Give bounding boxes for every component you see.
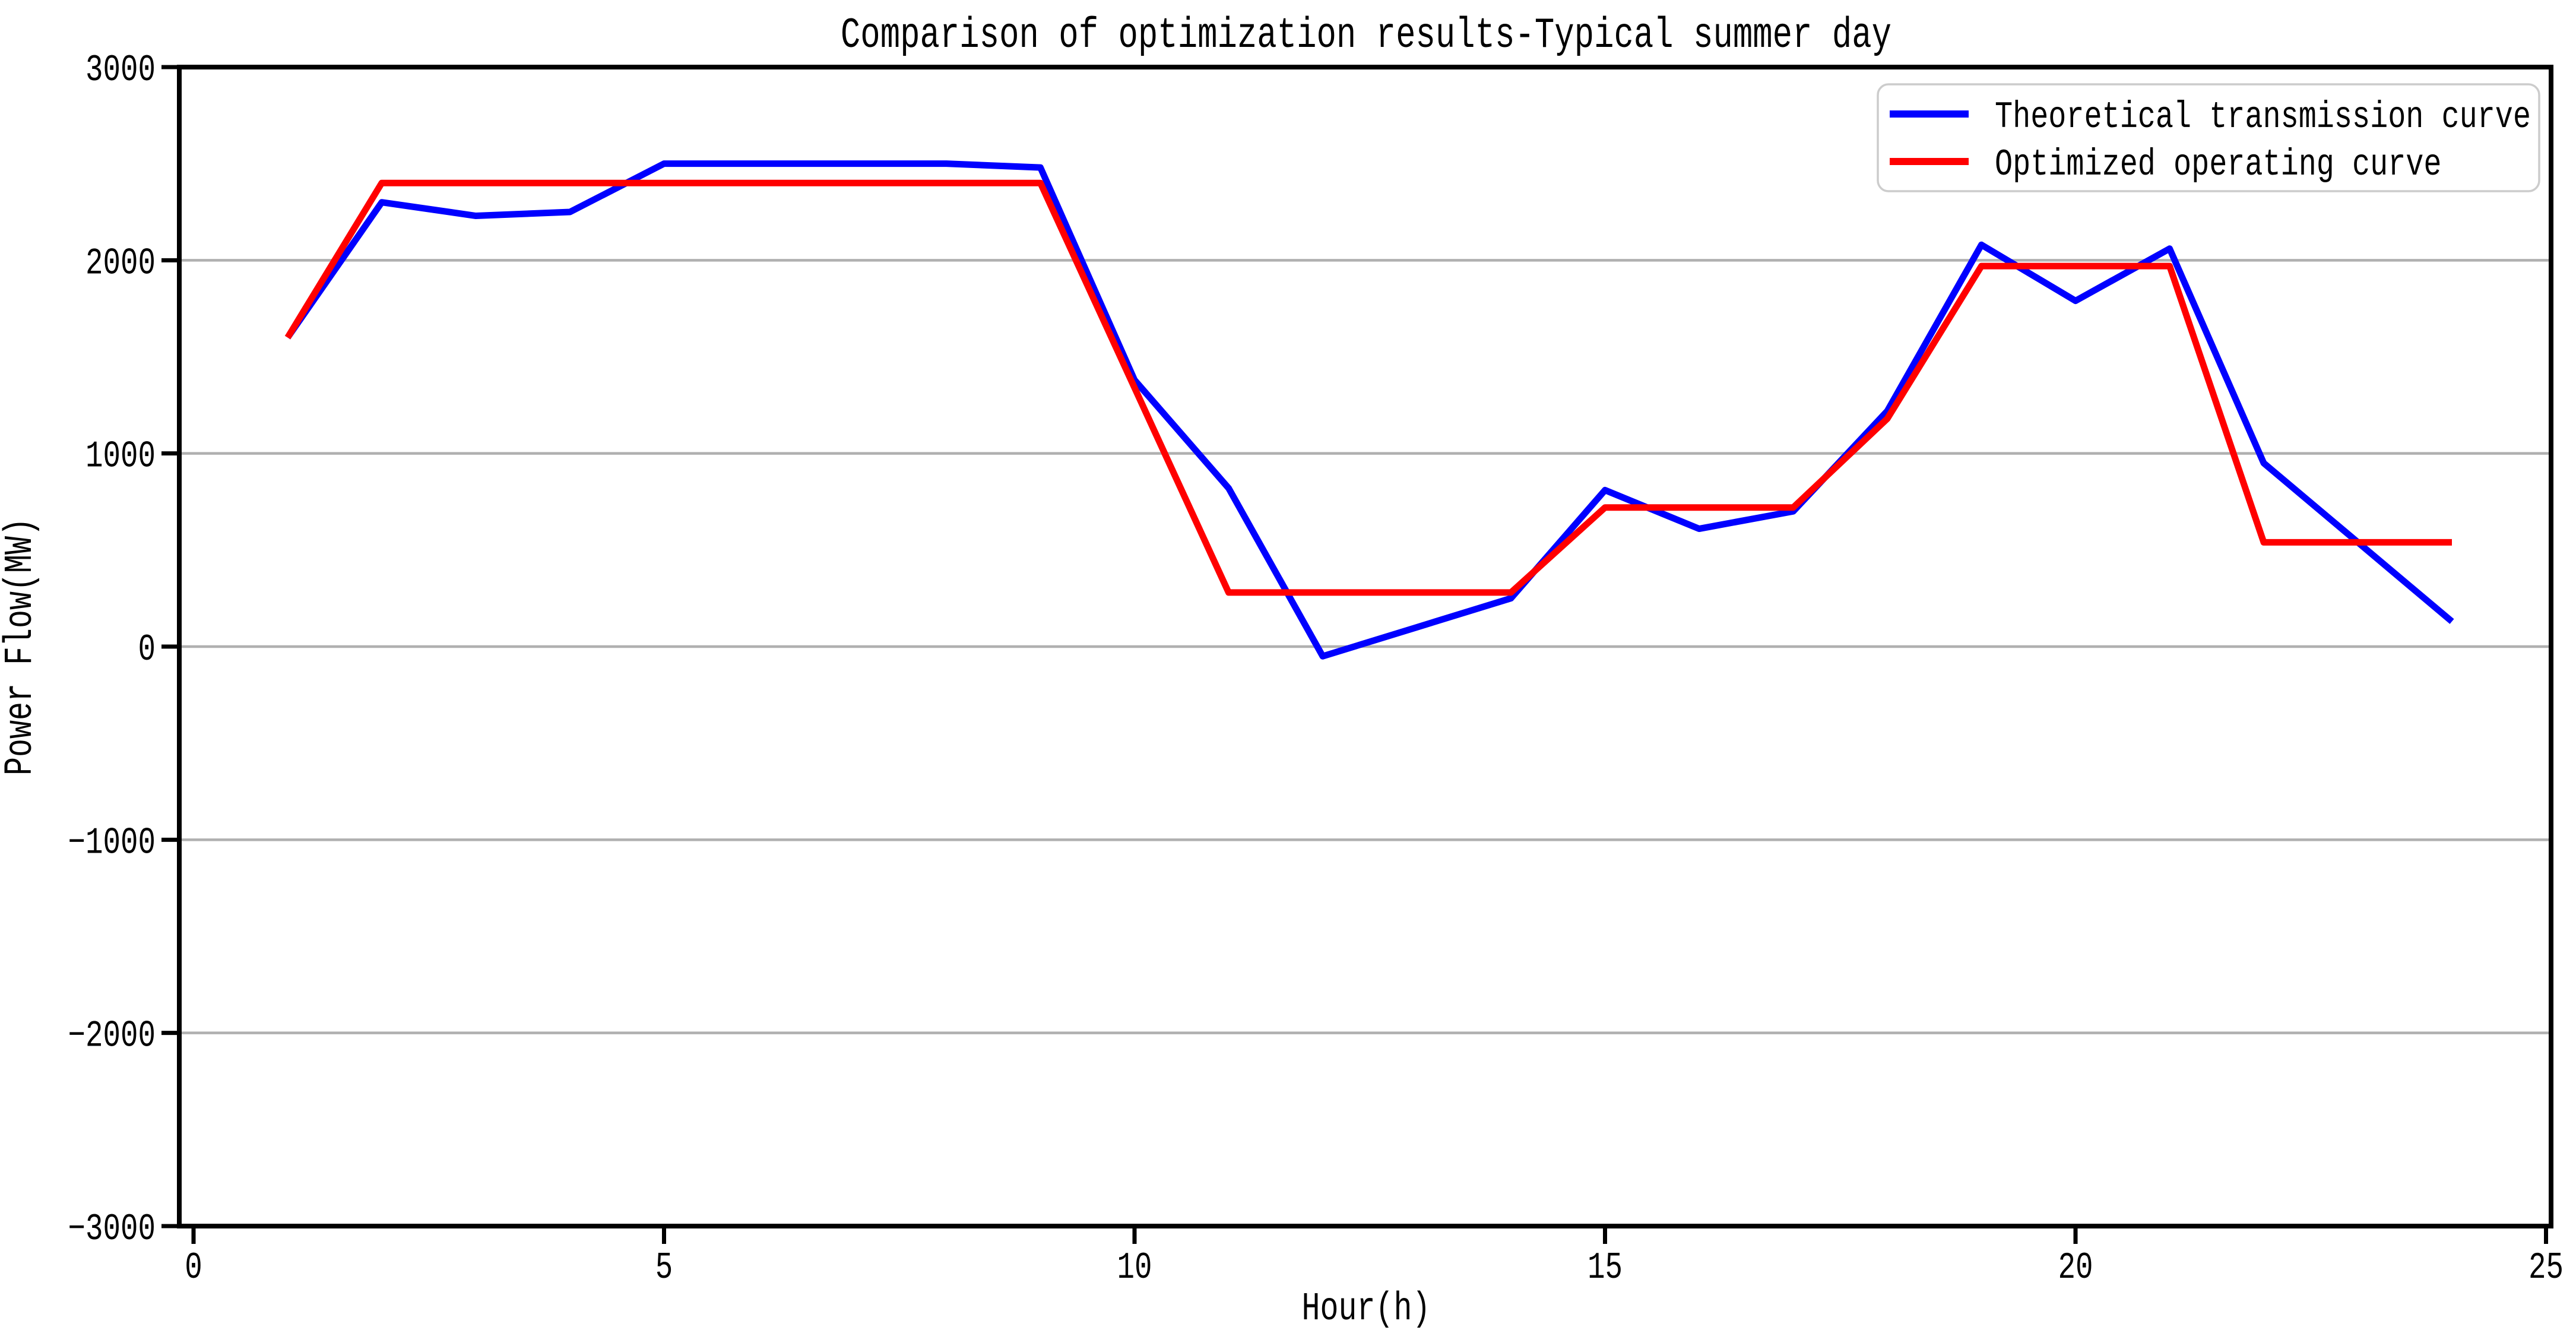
legend-item-theoretical: Theoretical transmission curve xyxy=(1890,96,2531,138)
x-axis-ticks: 0 5 10 15 20 25 xyxy=(185,1228,2564,1289)
legend-item-optimized: Optimized operating curve xyxy=(1890,144,2442,186)
plot-frame xyxy=(177,65,2553,1228)
legend-label-optimized: Optimized operating curve xyxy=(1995,144,2442,186)
plot-area xyxy=(284,160,2454,660)
legend-box xyxy=(1877,83,2540,192)
y-tick-label-3000: 3000 xyxy=(85,49,156,91)
y-tick-label-0: 0 xyxy=(138,629,156,671)
y-tick-label-2000: 2000 xyxy=(85,242,156,284)
y-tick-label--2000: −2000 xyxy=(68,1015,156,1057)
y-tick-label--3000: −3000 xyxy=(68,1208,156,1250)
chart-title: Comparison of optimization results-Typic… xyxy=(841,11,1891,60)
x-tick-label-10: 10 xyxy=(1117,1247,1152,1289)
legend-label-theoretical: Theoretical transmission curve xyxy=(1995,96,2531,138)
y-axis-label: Power Flow(MW) xyxy=(0,518,43,775)
series-theoretical-line xyxy=(284,160,2454,660)
x-tick-label-5: 5 xyxy=(655,1247,673,1289)
series-optimized-line xyxy=(284,179,2452,596)
y-tick-label--1000: −1000 xyxy=(68,822,156,864)
y-axis-ticks: −3000 −2000 −1000 0 1000 2000 3000 xyxy=(68,49,177,1250)
x-axis-label: Hour(h) xyxy=(1302,1287,1431,1330)
x-tick-label-0: 0 xyxy=(185,1247,202,1289)
x-tick-label-25: 25 xyxy=(2529,1247,2564,1289)
x-tick-label-15: 15 xyxy=(1588,1247,1623,1289)
legend: Theoretical transmission curve Optimized… xyxy=(1877,83,2540,192)
x-tick-label-20: 20 xyxy=(2058,1247,2093,1289)
y-tick-label-1000: 1000 xyxy=(85,436,156,478)
